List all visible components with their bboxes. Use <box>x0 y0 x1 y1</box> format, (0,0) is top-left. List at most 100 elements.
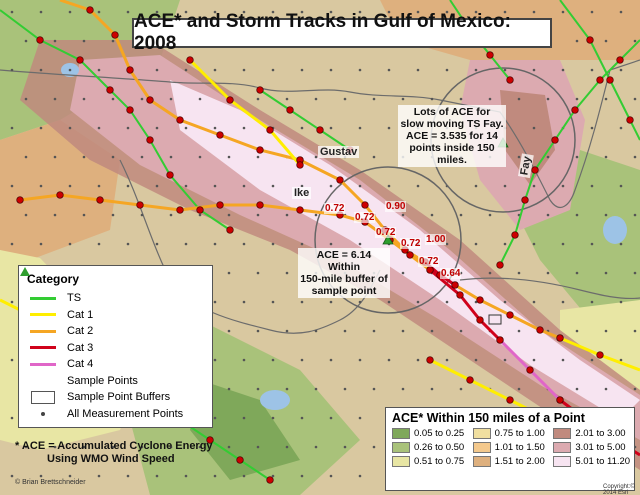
measurement-point <box>503 68 507 72</box>
inset-box <box>488 314 502 325</box>
measurement-point <box>111 445 115 449</box>
measurement-point <box>271 68 275 72</box>
track-point <box>126 66 134 74</box>
measurement-point <box>53 39 57 43</box>
ace-zone-lowest-s <box>190 380 300 480</box>
track-point <box>76 56 84 64</box>
measurement-point <box>285 271 289 275</box>
footnote-line: Using WMO Wind Speed <box>47 453 175 465</box>
measurement-point <box>285 97 289 101</box>
measurement-point <box>416 10 420 14</box>
measurement-point <box>561 10 565 14</box>
measurement-point <box>10 300 14 304</box>
measurement-point <box>169 97 173 101</box>
measurement-point <box>532 242 536 246</box>
point-value: 0.72 <box>418 256 440 267</box>
measurement-point <box>575 155 579 159</box>
measurement-point <box>445 10 449 14</box>
measurement-point <box>430 387 434 391</box>
measurement-point <box>387 184 391 188</box>
measurement-point <box>227 445 231 449</box>
measurement-point <box>546 155 550 159</box>
measurement-point <box>213 300 217 304</box>
measurement-point <box>561 242 565 246</box>
measurement-point <box>10 474 14 478</box>
measurement-point <box>155 126 159 130</box>
measurement-point <box>300 474 304 478</box>
measurement-point <box>39 126 43 130</box>
track-point <box>476 296 484 304</box>
track-point <box>536 326 544 334</box>
track-point <box>496 261 504 269</box>
line-swatch-icon <box>30 346 56 350</box>
measurement-point <box>561 184 565 188</box>
sample-annotation: ACE = 6.14 Within 150-mile buffer of sam… <box>298 248 390 298</box>
measurement-point <box>97 474 101 478</box>
measurement-points <box>10 10 637 478</box>
measurement-point <box>358 126 362 130</box>
measurement-point <box>358 184 362 188</box>
legend-item-cat1: Cat 1 <box>19 307 212 324</box>
measurement-point <box>546 213 550 217</box>
measurement-point <box>256 329 260 333</box>
color-swatch <box>392 442 410 453</box>
measurement-point <box>387 300 391 304</box>
measurement-point <box>401 271 405 275</box>
measurement-point <box>53 213 57 217</box>
measurement-point <box>97 10 101 14</box>
measurement-point <box>53 155 57 159</box>
track-point <box>361 201 369 209</box>
measurement-point <box>213 416 217 420</box>
measurement-point <box>430 97 434 101</box>
measurement-point <box>604 155 608 159</box>
measurement-point <box>184 68 188 72</box>
measurement-point <box>24 97 28 101</box>
measurement-point <box>271 416 275 420</box>
line-swatch-icon <box>30 296 56 300</box>
track-point <box>226 96 234 104</box>
legend-item-buffers: Sample Point Buffers <box>19 389 212 406</box>
measurement-point <box>575 213 579 217</box>
color-swatch <box>392 428 410 439</box>
measurement-point <box>68 184 72 188</box>
track-point <box>206 436 214 444</box>
measurement-point <box>445 358 449 362</box>
ace-class-label: 0.26 to 0.50 <box>414 442 465 453</box>
measurement-point <box>343 97 347 101</box>
measurement-point <box>387 358 391 362</box>
legend-label: Cat 4 <box>67 358 94 371</box>
track-point <box>176 116 184 124</box>
measurement-point <box>633 329 637 333</box>
measurement-point <box>314 329 318 333</box>
measurement-point <box>343 445 347 449</box>
measurement-point <box>329 126 333 130</box>
measurement-point <box>329 474 333 478</box>
measurement-point <box>474 10 478 14</box>
track-point <box>586 36 594 44</box>
measurement-point <box>633 213 637 217</box>
measurement-point <box>256 155 260 159</box>
measurement-point <box>68 474 72 478</box>
ace-class-label: 3.01 to 5.00 <box>575 442 626 453</box>
measurement-point <box>358 358 362 362</box>
track-point <box>166 171 174 179</box>
track-point <box>86 6 94 14</box>
measurement-point <box>140 155 144 159</box>
track-point <box>286 106 294 114</box>
annotation-line: points inside 150 miles. <box>409 142 495 166</box>
measurement-point <box>155 68 159 72</box>
measurement-point <box>619 300 623 304</box>
color-swatch <box>553 456 572 467</box>
point-value: 0.90 <box>385 201 407 212</box>
track-point <box>426 356 434 364</box>
measurement-point <box>10 416 14 420</box>
point-value: 0.72 <box>375 227 397 238</box>
sample-point-gulf <box>382 234 394 245</box>
measurement-point <box>401 387 405 391</box>
measurement-point <box>459 329 463 333</box>
ace-class-label: 0.75 to 1.00 <box>494 428 545 439</box>
map-title: ACE* and Storm Tracks in Gulf of Mexico:… <box>132 11 552 54</box>
ace-class-label: 0.51 to 0.75 <box>414 456 465 467</box>
track-point <box>236 456 244 464</box>
measurement-point <box>633 155 637 159</box>
